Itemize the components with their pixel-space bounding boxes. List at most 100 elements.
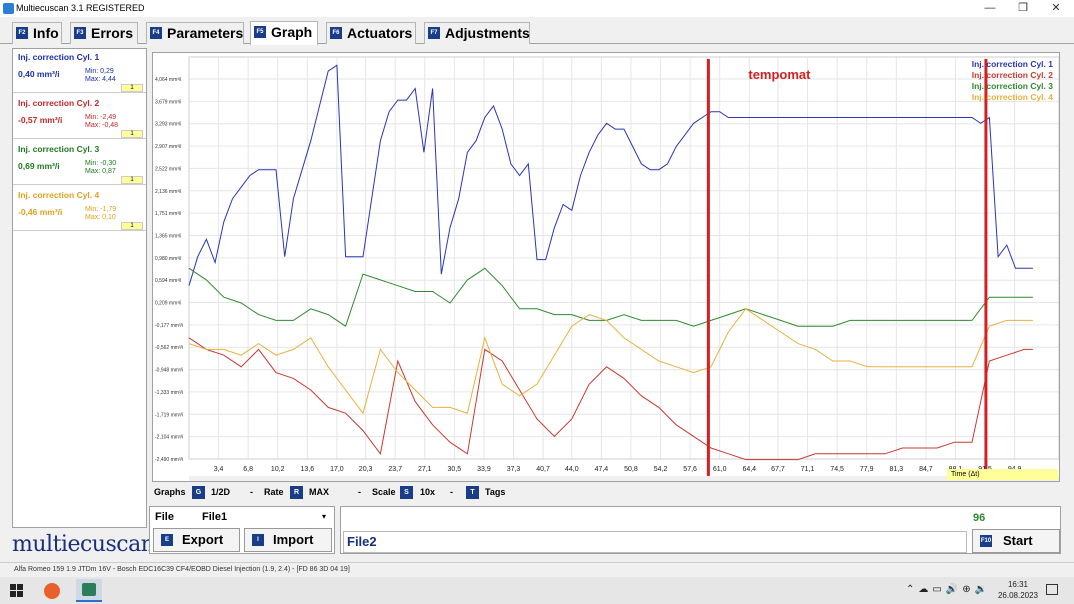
- tab-errors[interactable]: F3 Errors: [70, 22, 138, 44]
- param-max: Max: 0,87: [85, 168, 116, 175]
- scale-decrease[interactable]: -: [450, 487, 453, 497]
- x-tick-label: 37,3: [507, 466, 521, 473]
- file2-panel: 96 File2 F10 Start: [340, 506, 1061, 554]
- param-cyl1[interactable]: Inj. correction Cyl. 1 0,40 mm³/i Min: 0…: [13, 49, 146, 93]
- rate-key-icon[interactable]: R: [290, 486, 303, 499]
- multiecuscan-taskbar-button[interactable]: [76, 579, 102, 602]
- y-tick-label: 0,594 mm³/i: [155, 278, 181, 284]
- horizontal-scrollbar: [189, 476, 1059, 481]
- rate-value[interactable]: MAX: [309, 487, 329, 497]
- x-axis-selector[interactable]: Time (Δt): [947, 469, 1058, 480]
- close-button[interactable]: ✕: [1051, 2, 1061, 14]
- notification-icon[interactable]: [1046, 584, 1058, 595]
- tab-actuators[interactable]: F6 Actuators: [326, 22, 416, 44]
- import-label: Import: [273, 532, 314, 547]
- x-tick-label: 10,2: [271, 466, 285, 473]
- x-tick-label: 57,6: [683, 466, 697, 473]
- tab-label: Graph: [271, 24, 313, 40]
- param-dropdown[interactable]: 1: [121, 130, 143, 138]
- x-tick-label: 3,4: [214, 466, 224, 473]
- y-tick-label: 0,209 mm³/i: [155, 301, 181, 307]
- param-cyl2[interactable]: Inj. correction Cyl. 2 -0,57 mm³/i Min: …: [13, 95, 146, 139]
- y-tick-label: 3,293 mm³/i: [155, 122, 181, 128]
- param-cyl3[interactable]: Inj. correction Cyl. 3 0,69 mm³/i Min: -…: [13, 141, 146, 185]
- scale-label: Scale: [372, 487, 396, 497]
- tab-label: Errors: [91, 25, 134, 41]
- tab-adjustments[interactable]: F7 Adjustments: [424, 22, 530, 44]
- param-value: 0,40 mm³/i: [18, 69, 60, 79]
- graphs-value[interactable]: 1/2D: [211, 487, 231, 497]
- line-chart: 4,064 mm³/i 3,679 mm³/i 3,293 mm³/i 2,907 m…: [155, 56, 1059, 481]
- param-max: Max: 0,10: [85, 214, 116, 221]
- f6-key-icon: F6: [330, 27, 342, 39]
- x-tick-label: 67,7: [771, 466, 785, 473]
- tab-graph[interactable]: F5 Graph: [250, 21, 318, 45]
- f5-key-icon: F5: [254, 26, 266, 38]
- rate-label: Rate: [264, 487, 284, 497]
- tags-label[interactable]: Tags: [485, 487, 506, 497]
- x-tick-label: 23,7: [388, 466, 402, 473]
- x-tick-label: 71,1: [801, 466, 815, 473]
- f10-key-icon: F10: [980, 535, 992, 547]
- start-button[interactable]: F10 Start: [972, 529, 1060, 553]
- param-cyl4[interactable]: Inj. correction Cyl. 4 -0,46 mm³/i Min: …: [13, 187, 146, 231]
- tray-icons[interactable]: ⌃☁▭🔊⊕🔉: [906, 584, 992, 595]
- y-tick-label: 1,751 mm³/i: [155, 211, 181, 217]
- x-tick-label: 77,9: [860, 466, 874, 473]
- tab-label: Adjustments: [445, 25, 530, 41]
- windows-start-icon[interactable]: [10, 584, 24, 598]
- status-bar: Alfa Romeo 159 1.9 JTDm 16V - Bosch EDC1…: [0, 562, 1074, 576]
- y-tick-label: 0,980 mm³/i: [155, 256, 181, 262]
- export-button[interactable]: E Export: [153, 528, 240, 552]
- param-title: Inj. correction Cyl. 4: [18, 190, 100, 200]
- y-tick-label: 2,136 mm³/i: [155, 189, 181, 195]
- clock[interactable]: 16:31 26.08.2023: [995, 579, 1041, 601]
- y-tick-label: -0,948 mm³/i: [155, 368, 183, 374]
- rate-decrease[interactable]: -: [358, 487, 361, 497]
- x-tick-label: 13,6: [301, 466, 315, 473]
- file2-field[interactable]: File2: [343, 531, 967, 553]
- param-title: Inj. correction Cyl. 2: [18, 98, 100, 108]
- title-bar: Multiecuscan 3.1 REGISTERED — ❐ ✕: [0, 0, 1074, 17]
- scale-key-icon[interactable]: S: [400, 486, 413, 499]
- import-button[interactable]: I Import: [244, 528, 332, 552]
- export-label: Export: [182, 532, 224, 547]
- window-title: Multiecuscan 3.1 REGISTERED: [16, 3, 145, 13]
- param-dropdown[interactable]: 1: [121, 84, 143, 92]
- i-key-icon: I: [252, 534, 264, 546]
- y-tick-label: -1,719 mm³/i: [155, 412, 183, 418]
- x-tick-label: 6,8: [243, 466, 253, 473]
- file-select[interactable]: File1: [202, 511, 228, 523]
- legend-entry-cyl3: Inj. correction Cyl. 3: [972, 81, 1054, 91]
- graphs-decrease[interactable]: -: [250, 487, 253, 497]
- param-dropdown[interactable]: 1: [121, 222, 143, 230]
- y-tick-label: 2,522 mm³/i: [155, 166, 181, 172]
- tab-parameters[interactable]: F4 Parameters: [146, 22, 244, 44]
- tab-label: Info: [33, 25, 59, 41]
- plot-area: [188, 56, 1059, 460]
- param-dropdown[interactable]: 1: [121, 176, 143, 184]
- x-tick-label: 27,1: [418, 466, 432, 473]
- tab-info[interactable]: F2 Info: [12, 22, 62, 44]
- minimize-button[interactable]: —: [984, 2, 996, 14]
- x-tick-label: 44,0: [565, 466, 579, 473]
- graph-panel: 4,064 mm³/i 3,679 mm³/i 3,293 mm³/i 2,907 m…: [152, 52, 1060, 482]
- f7-key-icon: F7: [428, 27, 440, 39]
- series-line-cyl3: [188, 267, 1033, 327]
- file-dropdown-icon[interactable]: ▾: [322, 512, 327, 521]
- y-tick-label: -0,177 mm³/i: [155, 323, 183, 329]
- series-line-cyl4: [188, 308, 1033, 415]
- graphs-label: Graphs: [154, 487, 186, 497]
- x-tick-label: 64,4: [742, 466, 756, 473]
- y-tick-label: -2,104 mm³/i: [155, 435, 183, 441]
- scale-value[interactable]: 10x: [420, 487, 436, 497]
- maximize-button[interactable]: ❐: [1018, 2, 1028, 14]
- tags-key-icon[interactable]: T: [466, 486, 479, 499]
- param-max: Max: -0,48: [85, 122, 119, 129]
- graphs-key-icon[interactable]: G: [192, 486, 205, 499]
- clock-time: 16:31: [1007, 580, 1029, 589]
- multiecuscan-icon: [82, 583, 96, 596]
- x-tick-label: 74,5: [830, 466, 844, 473]
- firefox-icon[interactable]: [44, 583, 60, 599]
- param-title: Inj. correction Cyl. 3: [18, 144, 100, 154]
